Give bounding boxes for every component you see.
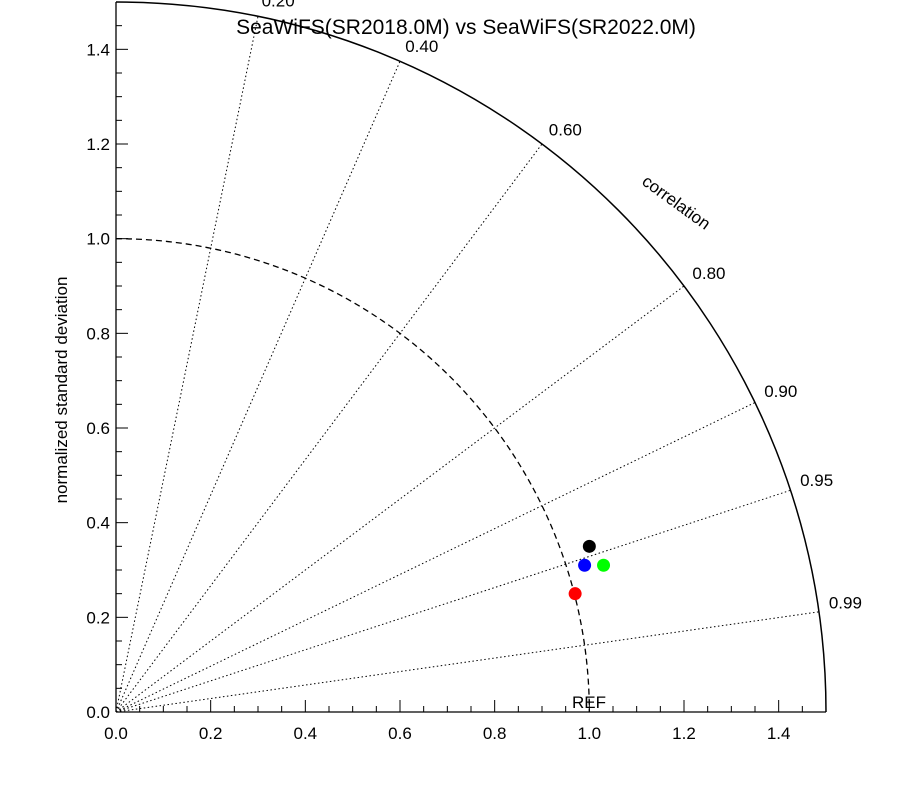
correlation-tick-label: 0.99 xyxy=(829,594,862,613)
correlation-ray xyxy=(115,285,685,713)
y-tick-label: 1.4 xyxy=(86,40,110,59)
x-tick-label: 0.0 xyxy=(104,724,128,743)
x-tick-label: 0.8 xyxy=(483,724,507,743)
correlation-ray xyxy=(115,61,401,713)
y-axis-label: normalized standard deviation xyxy=(52,277,71,504)
data-point xyxy=(582,539,596,553)
outer-arc xyxy=(115,1,827,713)
y-tick-label: 0.2 xyxy=(86,608,110,627)
correlation-tick-label: 0.20 xyxy=(262,0,295,11)
chart-title: SeaWiFS(SR2018.0M) vs SeaWiFS(SR2022.0M) xyxy=(236,16,696,39)
x-tick-label: 0.4 xyxy=(294,724,318,743)
correlation-tick-label: 0.60 xyxy=(549,121,582,140)
y-tick-label: 1.2 xyxy=(86,135,110,154)
correlation-ray xyxy=(115,611,819,713)
x-tick-label: 1.4 xyxy=(767,724,791,743)
correlation-tick-label: 0.80 xyxy=(692,264,725,283)
data-point xyxy=(568,587,582,601)
correlation-ray xyxy=(115,402,756,713)
data-point xyxy=(597,558,611,572)
correlation-tick-label: 0.40 xyxy=(405,37,438,56)
x-tick-label: 0.6 xyxy=(388,724,412,743)
y-tick-label: 0.6 xyxy=(86,419,110,438)
y-tick-label: 0.0 xyxy=(86,703,110,722)
correlation-ray xyxy=(115,489,791,713)
y-tick-label: 0.8 xyxy=(86,324,110,343)
y-tick-label: 0.4 xyxy=(86,514,110,533)
reference-std-arc xyxy=(115,238,590,713)
x-tick-label: 1.2 xyxy=(672,724,696,743)
data-point xyxy=(578,558,592,572)
y-tick-label: 1.0 xyxy=(86,230,110,249)
x-tick-label: 0.2 xyxy=(199,724,223,743)
x-tick-label: 1.0 xyxy=(578,724,602,743)
correlation-tick-label: 0.90 xyxy=(764,382,797,401)
correlation-label: correlation xyxy=(639,172,714,234)
correlation-ray xyxy=(115,16,259,713)
correlation-tick-label: 0.95 xyxy=(800,471,833,490)
correlation-ray xyxy=(115,143,543,713)
